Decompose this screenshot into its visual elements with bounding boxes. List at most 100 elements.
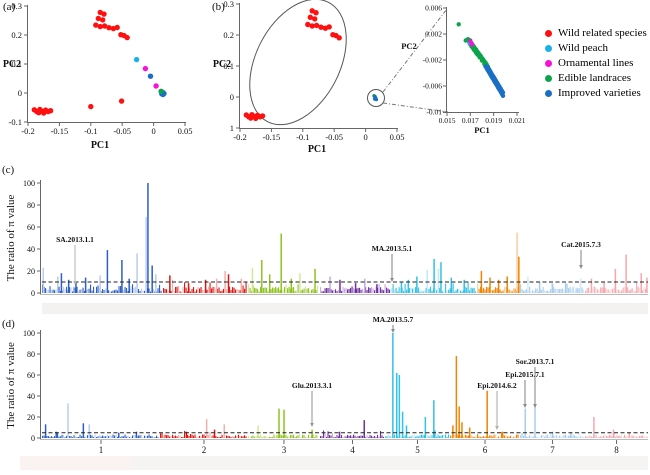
tick-label: 0.2 (11, 30, 22, 40)
tick-label: 0 (18, 88, 22, 98)
peak-bar (646, 277, 648, 293)
tick-label: 8 (614, 445, 619, 455)
tick-label: 100 (23, 179, 35, 188)
peak-bar (489, 277, 491, 293)
x-axis-label: PC1 (474, 125, 490, 135)
peak-bar (401, 411, 404, 438)
tick-label: 0 (151, 126, 155, 136)
tick-label: 0.002 (425, 30, 442, 39)
legend: Wild related species Wild peach Ornamental… (545, 26, 649, 101)
pca-plot-a: -0.2 -0.15 -0.1 -0.05 0 0.05 -0.1 0 0.1 0.2 0.3 PC1… (3, 1, 193, 151)
tick-label: 20 (27, 413, 35, 422)
data-point (312, 16, 318, 22)
annotation-label: Epi.2015.7.1 (505, 370, 545, 379)
tick-label: 0.05 (178, 126, 193, 136)
peak-bar (501, 431, 504, 438)
data-point (313, 10, 319, 16)
y-axis-label: PC2 (213, 59, 231, 70)
bottom-strip-right (130, 456, 648, 470)
peak-bar (426, 269, 428, 293)
annotation-arrow-icon (533, 404, 537, 408)
peak-bar (223, 424, 226, 438)
tick-label: 0.017 (462, 116, 479, 125)
tick-label: 7 (550, 445, 555, 455)
data-point (101, 11, 107, 17)
tick-label: 0.1 (11, 59, 22, 69)
peak-bar (99, 275, 101, 293)
peak-bar (551, 284, 554, 293)
peak-bar (57, 276, 59, 293)
annotation-label: SA.2013.1.1 (56, 235, 94, 244)
tick-label: -0.05 (325, 132, 343, 142)
data-point (147, 73, 154, 79)
peak-bar (67, 403, 69, 438)
y-axis-label: PC2 (3, 59, 21, 70)
data-point (326, 24, 332, 30)
tick-label: 0.05 (390, 132, 405, 142)
tick-label: 0.019 (485, 116, 502, 125)
data-point (305, 21, 311, 28)
annotation-arrow-icon (495, 426, 499, 430)
tick-label: 0.3 (223, 0, 234, 9)
data-point (118, 98, 125, 104)
data-point (313, 22, 320, 29)
peak-bar (518, 256, 520, 293)
peak-bar (128, 278, 130, 293)
peak-bar (136, 253, 138, 293)
tick-label: 0 (230, 92, 234, 102)
peak-bar (603, 282, 605, 293)
x-axis-label: PC1 (91, 140, 109, 151)
peak-bar (458, 406, 460, 438)
panel-d-label: (d) (2, 318, 15, 330)
annotation-label: MA.2013.5.1 (372, 244, 413, 253)
tick-label: -0.2 (233, 132, 246, 142)
tick-label: -0.1 (296, 132, 309, 142)
annotation-label: Glu.2013.3.1 (292, 381, 332, 390)
data-point (114, 24, 120, 31)
peak-bar (268, 274, 271, 293)
y-axis-label: The ratio of π value (5, 194, 17, 281)
peak-bar (527, 276, 529, 293)
tick-label: 2 (202, 445, 207, 455)
annotation-arrow-icon (579, 265, 583, 269)
peak-bar (463, 279, 465, 293)
legend-dot-icon (545, 60, 552, 67)
annotation-label: Sor.2013.7.1 (516, 357, 555, 366)
tick-label: 0.1 (223, 61, 234, 71)
peak-bar (579, 278, 582, 293)
peak-bar (151, 265, 153, 293)
annotation-arrow-icon (390, 278, 394, 282)
peak-bar (398, 375, 401, 438)
peak-bar (135, 431, 138, 438)
peak-bar (416, 276, 418, 293)
peak-bar (400, 282, 403, 293)
peak-bar (364, 278, 366, 293)
tick-label: 0 (363, 132, 367, 142)
peak-bar (551, 431, 554, 438)
peak-bar (84, 277, 87, 293)
legend-dot-icon (545, 30, 552, 37)
legend-label: Ornamental lines (558, 57, 634, 69)
data-point (153, 83, 159, 89)
peak-bar (169, 275, 171, 293)
peak-bar (468, 427, 471, 438)
legend-dot-icon (545, 45, 552, 52)
annotation-arrow-icon (391, 329, 395, 333)
annotation-arrow-icon (523, 404, 527, 408)
annotation-label: Epi.2014.6.2 (477, 381, 517, 390)
data-point (158, 88, 164, 95)
panel-c-label: (c) (2, 164, 15, 176)
y-axis-label: The ratio of π value (5, 342, 17, 429)
tick-label: 6 (483, 445, 488, 455)
annotation-arrow-icon (73, 281, 77, 285)
peak-bar (338, 431, 341, 438)
data-point (100, 17, 106, 23)
peak-bar (497, 279, 500, 293)
tick-label: 80 (27, 201, 35, 210)
peak-bar (486, 390, 488, 438)
peak-bar (185, 431, 188, 438)
tick-label: 4 (350, 445, 355, 455)
peak-bar (311, 429, 313, 438)
legend-item: Wild peach (545, 41, 649, 56)
